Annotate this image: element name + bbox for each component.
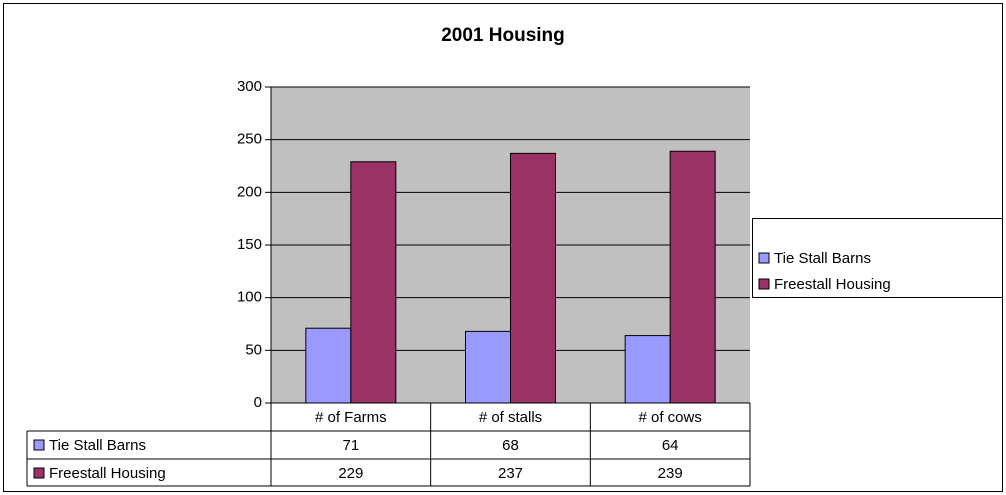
- y-tick-label: 100: [237, 289, 262, 306]
- legend-key: [758, 252, 770, 264]
- legend-label: Freestall Housing: [774, 276, 891, 293]
- bar: [305, 327, 352, 404]
- y-tick-label: 150: [237, 236, 262, 253]
- table-value: 237: [498, 465, 523, 482]
- y-tick-label: 50: [245, 341, 262, 358]
- x-tick-label: # of cows: [638, 409, 701, 426]
- x-tick-label: # of stalls: [479, 409, 542, 426]
- y-tick-label: 300: [237, 78, 262, 95]
- table-value: 64: [662, 437, 679, 454]
- table-value: 68: [502, 437, 519, 454]
- table-legend-key: [33, 439, 45, 451]
- bar: [465, 330, 511, 404]
- chart-title: 2001 Housing: [441, 25, 565, 46]
- x-tick-label: # of Farms: [315, 409, 387, 426]
- table-series-name: Tie Stall Barns: [49, 437, 146, 454]
- legend-box: [752, 218, 1003, 298]
- bar: [350, 161, 397, 404]
- table-value: 239: [658, 465, 683, 482]
- bar: [510, 152, 556, 404]
- bar: [669, 150, 716, 404]
- table-value: 229: [338, 465, 363, 482]
- table-series-name: Freestall Housing: [49, 465, 166, 482]
- bar: [624, 335, 671, 404]
- legend-key: [758, 278, 770, 290]
- y-tick-label: 200: [237, 183, 262, 200]
- legend-label: Tie Stall Barns: [774, 250, 871, 267]
- y-tick-label: 0: [254, 394, 262, 411]
- y-tick-label: 250: [237, 131, 262, 148]
- table-legend-key: [33, 467, 45, 479]
- table-value: 71: [342, 437, 359, 454]
